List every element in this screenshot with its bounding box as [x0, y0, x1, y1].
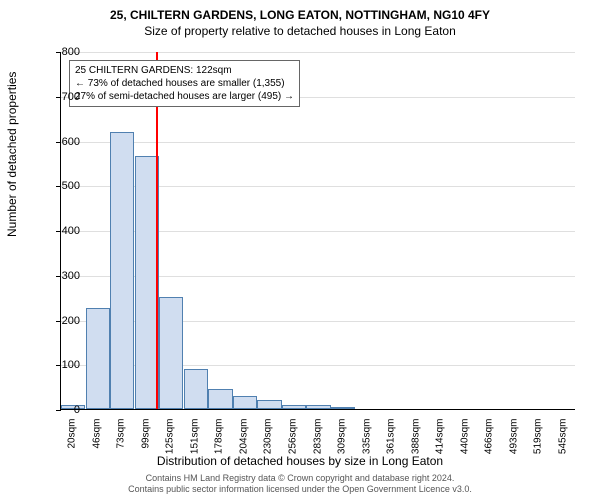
yaxis-label: Number of detached properties — [5, 72, 19, 237]
xtick-label: 466sqm — [484, 419, 495, 459]
histogram-bar — [110, 132, 134, 409]
chart-title-sub: Size of property relative to detached ho… — [0, 22, 600, 38]
footer-line1: Contains HM Land Registry data © Crown c… — [0, 473, 600, 485]
annotation-line: 27% of semi-detached houses are larger (… — [75, 90, 294, 103]
footer-line2: Contains public sector information licen… — [0, 484, 600, 496]
histogram-bar — [208, 389, 232, 409]
annotation-line: 25 CHILTERN GARDENS: 122sqm — [75, 64, 294, 77]
xtick-label: 388sqm — [410, 419, 421, 459]
ytick-label: 700 — [40, 91, 80, 103]
histogram-bar — [135, 156, 159, 409]
xtick-label: 125sqm — [165, 419, 176, 459]
gridline — [61, 52, 575, 53]
annotation-line: ← 73% of detached houses are smaller (1,… — [75, 77, 294, 90]
xtick-label: 440sqm — [459, 419, 470, 459]
xtick-label: 493sqm — [508, 419, 519, 459]
histogram-bar — [306, 405, 330, 409]
histogram-bar — [331, 407, 355, 409]
xtick-label: 20sqm — [67, 419, 78, 459]
histogram-bar — [86, 308, 110, 409]
ytick-label: 400 — [40, 225, 80, 237]
annotation-box: 25 CHILTERN GARDENS: 122sqm← 73% of deta… — [69, 60, 300, 107]
chart-container: 25, CHILTERN GARDENS, LONG EATON, NOTTIN… — [0, 0, 600, 500]
histogram-bar — [282, 405, 306, 409]
histogram-bar — [159, 297, 183, 409]
xtick-label: 151sqm — [189, 419, 200, 459]
histogram-bar — [184, 369, 208, 409]
xtick-label: 99sqm — [140, 419, 151, 459]
ytick-label: 500 — [40, 180, 80, 192]
xtick-label: 204sqm — [238, 419, 249, 459]
xtick-label: 230sqm — [263, 419, 274, 459]
xtick-label: 519sqm — [533, 419, 544, 459]
xtick-label: 361sqm — [386, 419, 397, 459]
xtick-label: 256sqm — [287, 419, 298, 459]
ytick-label: 200 — [40, 315, 80, 327]
ytick-label: 300 — [40, 270, 80, 282]
ytick-label: 0 — [40, 404, 80, 416]
xaxis-label: Distribution of detached houses by size … — [0, 454, 600, 468]
xtick-label: 46sqm — [91, 419, 102, 459]
xtick-label: 73sqm — [116, 419, 127, 459]
ytick-label: 100 — [40, 359, 80, 371]
chart-title-main: 25, CHILTERN GARDENS, LONG EATON, NOTTIN… — [0, 0, 600, 22]
plot-area: 25 CHILTERN GARDENS: 122sqm← 73% of deta… — [60, 52, 575, 410]
gridline — [61, 142, 575, 143]
xtick-label: 283sqm — [312, 419, 323, 459]
xtick-label: 309sqm — [337, 419, 348, 459]
histogram-bar — [233, 396, 257, 409]
xtick-label: 545sqm — [557, 419, 568, 459]
xtick-label: 335sqm — [361, 419, 372, 459]
ytick-label: 800 — [40, 46, 80, 58]
xtick-label: 178sqm — [214, 419, 225, 459]
footer-text: Contains HM Land Registry data © Crown c… — [0, 473, 600, 496]
ytick-label: 600 — [40, 136, 80, 148]
histogram-bar — [257, 400, 281, 409]
xtick-label: 414sqm — [435, 419, 446, 459]
